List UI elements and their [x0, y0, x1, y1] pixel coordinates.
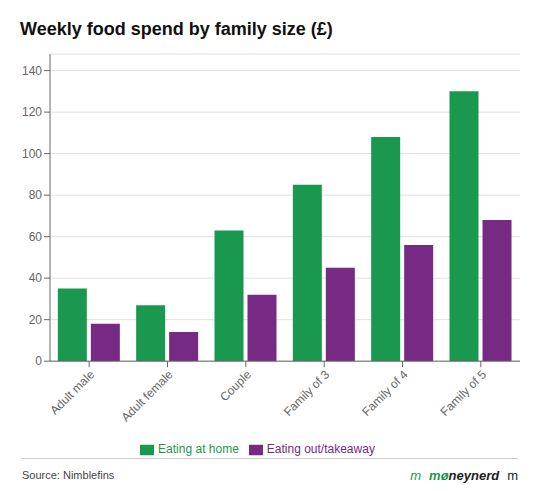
svg-text:140: 140	[22, 64, 42, 78]
svg-text:60: 60	[29, 230, 43, 244]
svg-text:Adult female: Adult female	[119, 367, 176, 424]
svg-text:80: 80	[29, 188, 43, 202]
html-text:Source: Nimblefins: Source: Nimblefins	[22, 469, 115, 481]
svg-text:Family of 5: Family of 5	[438, 367, 490, 419]
svg-text:40: 40	[29, 271, 43, 285]
svg-text:Family of 3: Family of 3	[281, 367, 333, 419]
svg-text:120: 120	[22, 105, 42, 119]
svg-text:Couple: Couple	[217, 367, 254, 404]
html-text:Eating at home: Eating at home	[158, 442, 239, 457]
html-text:Weekly food spend by family si: Weekly food spend by family size (£)	[20, 19, 333, 39]
svg-text:100: 100	[22, 147, 42, 161]
html-text:m: m	[410, 467, 422, 483]
svg-text:Family of 4: Family of 4	[359, 367, 411, 419]
svg-text:0: 0	[35, 354, 42, 368]
svg-text:Adult male: Adult male	[47, 367, 97, 417]
html-text:Eating out/takeaway: Eating out/takeaway	[266, 442, 375, 457]
html-text:mø neynerd: mø neynerd	[429, 467, 500, 483]
svg-text:20: 20	[29, 313, 43, 327]
html-text:m: m	[507, 467, 518, 483]
